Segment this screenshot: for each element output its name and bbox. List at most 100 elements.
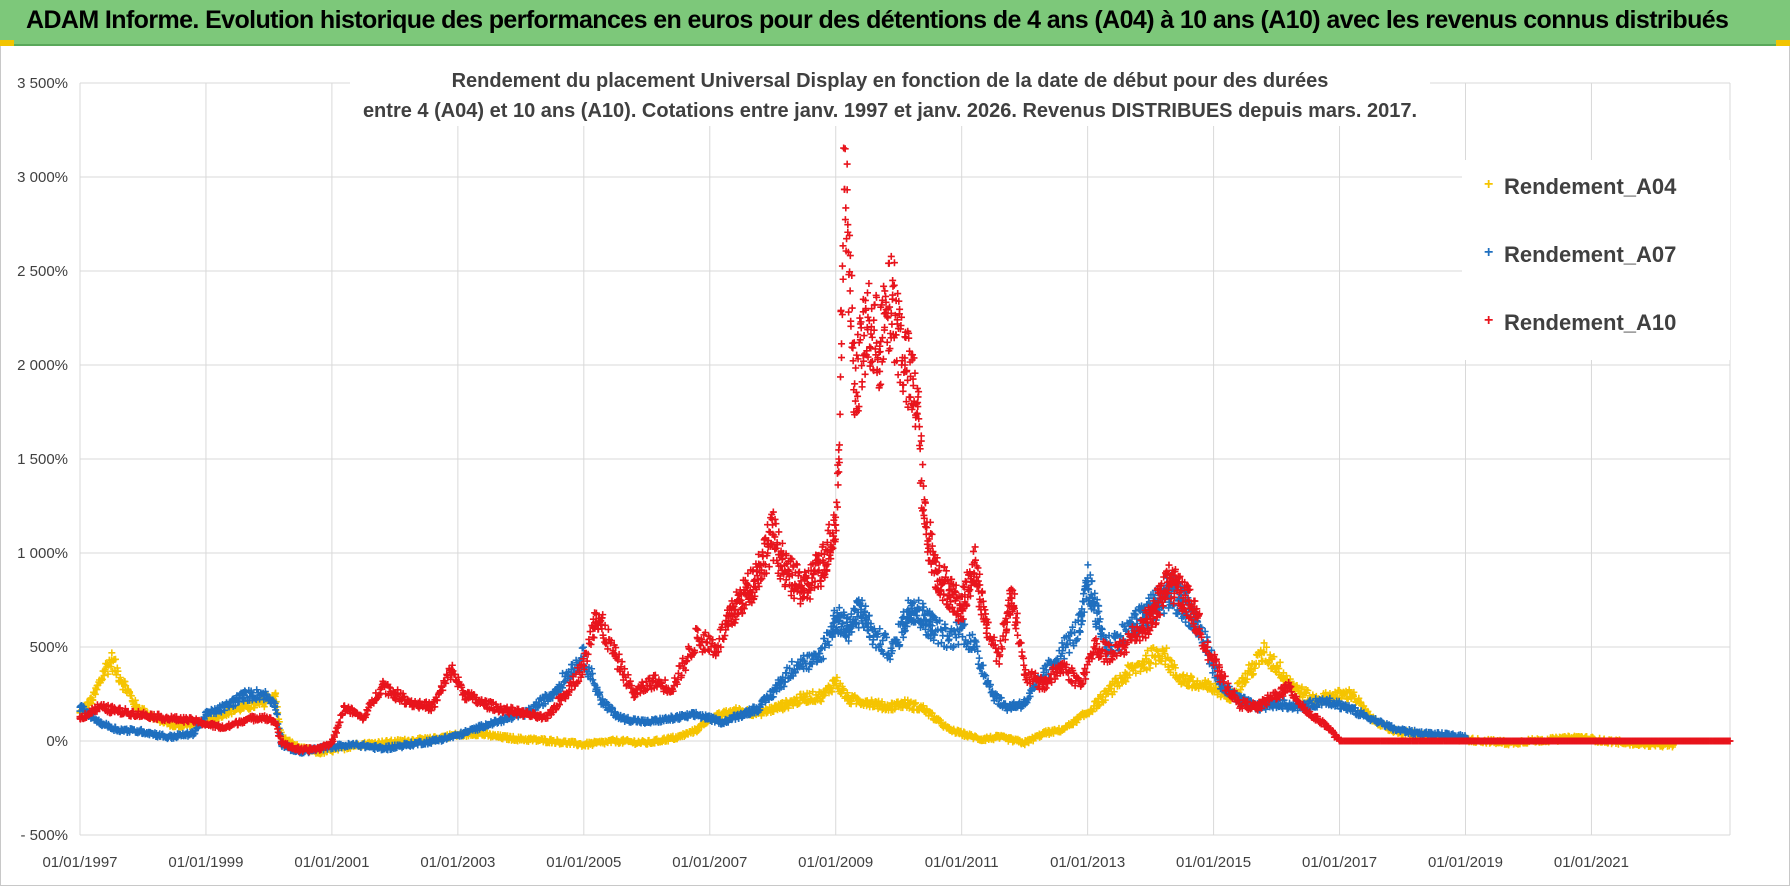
y-tick-label: 1 000% <box>17 545 68 562</box>
data-point <box>674 733 682 741</box>
data-point <box>1188 673 1196 681</box>
data-point <box>819 692 827 700</box>
data-point <box>1360 702 1368 710</box>
data-point <box>225 702 233 710</box>
data-point <box>120 681 128 689</box>
data-point <box>693 726 701 734</box>
data-point <box>1193 677 1201 685</box>
data-point <box>498 733 506 741</box>
data-point <box>1191 681 1199 689</box>
data-point <box>1260 649 1268 657</box>
corner-accent-right <box>1776 40 1790 46</box>
data-point <box>809 688 817 696</box>
data-point <box>958 729 966 737</box>
x-tick-label: 01/01/1997 <box>42 854 117 871</box>
header-banner: ADAM Informe. Evolution historique des p… <box>0 0 1790 46</box>
data-point <box>882 703 890 711</box>
data-point <box>1266 651 1274 659</box>
data-point <box>112 655 120 663</box>
data-point <box>1144 647 1152 655</box>
data-point <box>1021 739 1029 747</box>
data-point <box>1079 617 1087 625</box>
data-point <box>131 696 139 704</box>
data-point <box>1152 660 1160 668</box>
data-point <box>788 658 796 666</box>
x-axis: 01/01/1997 01/01/1999 01/01/2001 01/01/2003… <box>42 854 1629 871</box>
data-point <box>173 734 181 742</box>
data-point <box>589 676 597 684</box>
data-point <box>579 643 587 651</box>
data-point <box>1210 684 1218 692</box>
data-point <box>1171 664 1179 672</box>
data-point <box>1058 726 1066 734</box>
y-axis: 3 500%3 000%2 500%2 000%1 500%1 000%500%… <box>17 75 68 844</box>
data-point <box>901 699 909 707</box>
data-point <box>899 633 907 641</box>
data-point <box>1348 690 1356 698</box>
data-point <box>1276 658 1284 666</box>
data-point <box>1247 666 1255 674</box>
data-point <box>89 696 97 704</box>
data-point <box>1179 671 1187 679</box>
data-point <box>828 688 836 696</box>
data-point <box>945 635 953 643</box>
data-point <box>112 671 120 679</box>
data-point <box>995 733 1003 741</box>
x-tick-label: 01/01/2021 <box>1554 854 1629 871</box>
y-tick-label: 500% <box>30 639 68 656</box>
data-point <box>1136 667 1144 675</box>
data-point <box>517 735 525 743</box>
data-point <box>91 690 99 698</box>
data-point <box>945 726 953 734</box>
data-point <box>1147 659 1155 667</box>
data-point <box>562 677 570 685</box>
data-point <box>928 709 936 717</box>
data-point <box>817 697 825 705</box>
data-point <box>844 696 852 704</box>
data-point <box>1110 688 1118 696</box>
data-point <box>1249 670 1257 678</box>
data-point <box>588 670 596 678</box>
x-tick-label: 01/01/2011 <box>925 854 999 871</box>
data-point <box>593 683 601 691</box>
data-point <box>259 699 267 707</box>
series-rendement-a07 <box>76 561 1469 757</box>
data-point <box>977 735 985 743</box>
data-point <box>133 703 141 711</box>
data-point <box>1065 649 1073 657</box>
data-point <box>1040 729 1048 737</box>
data-point <box>800 694 808 702</box>
data-point <box>1251 664 1259 672</box>
data-point <box>98 675 106 683</box>
data-point <box>580 741 588 749</box>
data-point <box>1101 696 1109 704</box>
y-tick-label: - 500% <box>20 827 68 844</box>
data-point <box>559 684 567 692</box>
y-tick-label: 2 000% <box>17 357 68 374</box>
data-point <box>127 692 135 700</box>
y-tick-label: 1 500% <box>17 451 68 468</box>
data-point <box>1103 690 1111 698</box>
data-point <box>840 686 848 694</box>
data-point <box>1122 678 1130 686</box>
x-tick-label: 01/01/1999 <box>168 854 243 871</box>
data-point <box>107 656 115 664</box>
data-point <box>1084 561 1092 569</box>
y-tick-label: 3 000% <box>17 169 68 186</box>
data-point <box>789 702 797 710</box>
data-point <box>878 698 886 706</box>
data-point <box>273 710 281 718</box>
data-point <box>832 677 840 685</box>
y-tick-label: 3 500% <box>17 75 68 92</box>
x-tick-label: 01/01/2001 <box>294 854 369 871</box>
x-tick-label: 01/01/2009 <box>798 854 873 871</box>
x-tick-label: 01/01/2007 <box>672 854 747 871</box>
data-point <box>246 705 254 713</box>
corner-accent-left <box>0 40 14 46</box>
data-point <box>1260 639 1268 647</box>
data-point <box>920 705 928 713</box>
data-point <box>843 689 851 697</box>
data-point <box>108 649 116 657</box>
data-point <box>1298 683 1306 691</box>
